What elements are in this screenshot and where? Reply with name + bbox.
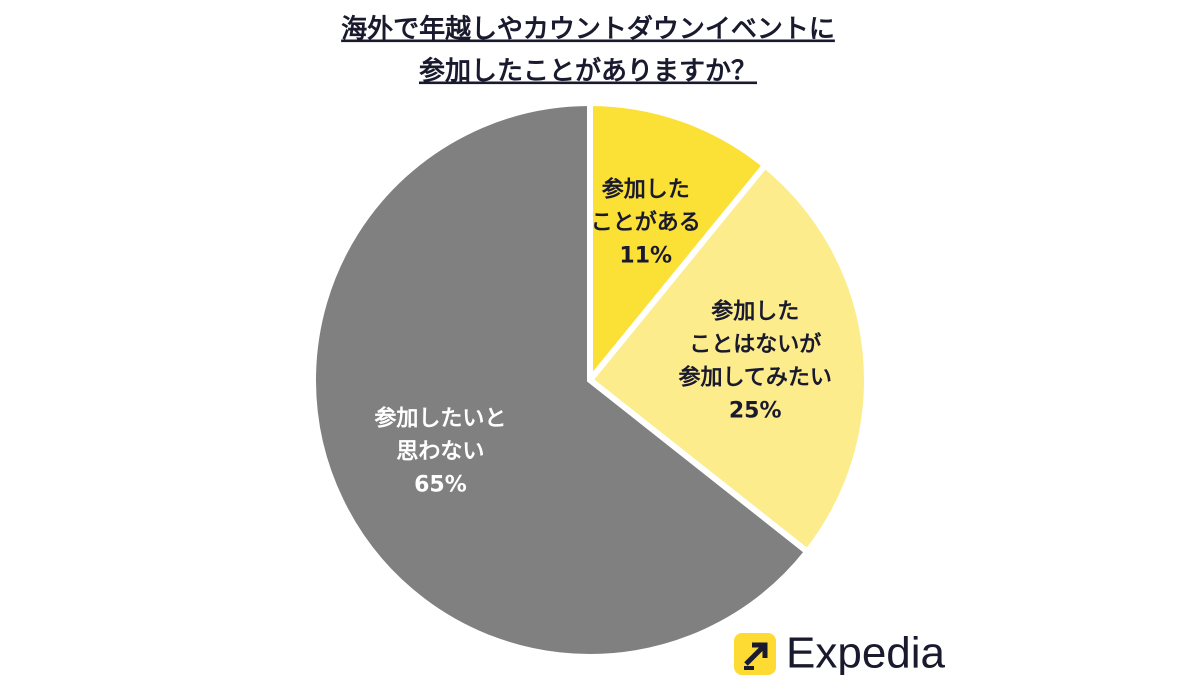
slice-category: 参加した xyxy=(602,176,690,202)
slice-category: 参加したいと xyxy=(374,405,506,431)
pie-slice xyxy=(585,161,870,556)
logo-arrow xyxy=(744,642,768,666)
slice-category: 思わない xyxy=(396,439,484,464)
logo-text: Expedia xyxy=(786,629,946,675)
slice-category: ことはないが xyxy=(689,331,821,357)
chart-title: 参加したことがありますか？ xyxy=(419,56,757,87)
slice-value-label: 25% xyxy=(729,398,782,423)
pie-slice xyxy=(587,99,770,389)
pie-slice xyxy=(310,99,812,660)
slice-category: ことがある xyxy=(591,209,701,235)
slice-value-label: 65% xyxy=(414,472,467,497)
slice-category: 参加してみたい xyxy=(679,364,832,390)
slice-value-label: 11% xyxy=(619,243,672,268)
chart-title: 海外で年越しやカウントダウンイベントに xyxy=(341,14,835,45)
logo: Expedia xyxy=(734,629,946,675)
slice-category: 参加した xyxy=(711,298,799,324)
